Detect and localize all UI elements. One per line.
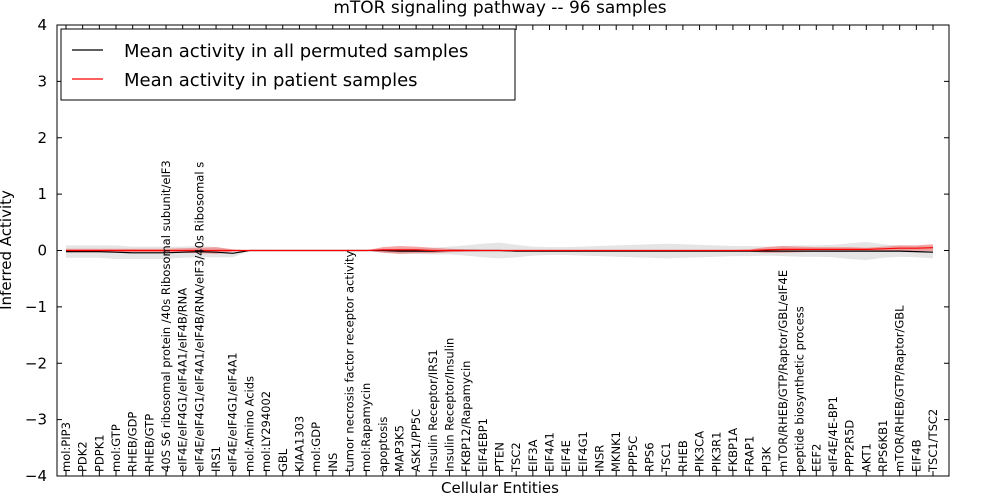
series-lines [66, 247, 934, 254]
x-tick-label: EIF4EBP1 [476, 418, 490, 472]
y-tick-label: −4 [25, 467, 47, 485]
x-tick-label: eIF4E/eIF4G1/eIF4A1/eIF4B/RNA/eIF3/40s R… [192, 162, 206, 472]
x-tick-label: INSR [593, 445, 607, 472]
y-tick-label: −2 [25, 354, 47, 372]
y-axis-title: Inferred Activity [0, 190, 15, 310]
x-tick-label: EIF3A [526, 439, 540, 472]
x-tick-label: PIK3R1 [709, 432, 723, 473]
x-tick-label: PDPK1 [92, 434, 106, 472]
x-tick-label: PPP2R5D [843, 420, 857, 472]
x-tick-label: FKBP12/Rapamycin [459, 361, 473, 472]
x-tick-label: TSC1/TSC2 [926, 409, 940, 473]
x-tick-label: EIF4A1 [543, 432, 557, 472]
x-tick-label: PDK2 [76, 441, 90, 472]
y-tick-label: 4 [37, 16, 47, 34]
y-tick-label: −3 [25, 411, 47, 429]
x-tick-label: KIAA1303 [292, 416, 306, 472]
x-tick-label: mTOR/RHEB/GTP/Raptor/GBL/eIF4E [776, 270, 790, 472]
legend-label-patient: Mean activity in patient samples [124, 70, 418, 91]
line-series-1 [66, 247, 934, 252]
x-tick-label: eIF4E/eIF4G1/eIF4A1/eIF4B/RNA [176, 288, 190, 472]
x-tick-label: IRS1 [209, 446, 223, 472]
x-tick-label: eIF4E/4E-BP1 [826, 396, 840, 472]
x-tick-label: mol:GTP [109, 424, 123, 472]
x-tick-label: GBL [276, 448, 290, 472]
y-tick-label: 1 [37, 185, 47, 203]
legend-box [60, 28, 516, 101]
x-tick-label: AKT1 [859, 443, 873, 472]
y-tick-label: 0 [37, 242, 47, 260]
y-tick-label: 2 [37, 129, 47, 147]
x-tick-label: ASK1/PP5C [409, 409, 423, 472]
y-axis: −4 −3 −2 −1 0 1 2 3 4 [25, 16, 949, 485]
x-tick-label: FKBP1A [726, 428, 740, 472]
x-tick-label: MKNK1 [609, 431, 623, 472]
x-tick-label: RPS6 [643, 442, 657, 472]
x-tick-label: tumor necrosis factor receptor activity [342, 250, 356, 472]
x-tick-label: EEF2 [809, 444, 823, 472]
x-tick-label: Insulin Receptor/IRS1 [426, 349, 440, 472]
x-axis-title: Cellular Entities [441, 479, 559, 497]
plot-frame [56, 24, 950, 477]
x-tick-label: mol:Amino Acids [242, 376, 256, 472]
x-tick-label: Insulin Receptor/Insulin [443, 338, 457, 472]
legend: Mean activity in all permuted samples Me… [60, 28, 516, 101]
band-series-1 [66, 244, 933, 254]
chart-title: mTOR signaling pathway -- 96 samples [333, 0, 666, 18]
x-tick-label: RHEB/GDP [126, 412, 140, 472]
x-tick-label: TSC2 [509, 442, 523, 473]
x-tick-label: EIF4E [559, 440, 573, 472]
x-tick-label: mol:LY294002 [259, 391, 273, 472]
x-tick-label: PI3K [759, 446, 773, 472]
x-tick-label: INS [326, 453, 340, 472]
x-tick-label: RPS6KB1 [876, 420, 890, 472]
x-tick-label: peptide biosynthetic process [793, 306, 807, 472]
x-tick-label: eIF4E/eIF4G1/eIF4A1 [226, 352, 240, 472]
x-tick-label: RHEB/GTP [142, 414, 156, 472]
y-tick-label: 3 [37, 72, 47, 90]
x-tick-label: apoptosis [376, 417, 390, 472]
x-tick-label: RHEB [676, 440, 690, 472]
x-axis: mol:PIP3 PDK2 PDPK1 mol:GTP RHEB/GDP RHEB/GTP… [59, 25, 940, 476]
x-tick-label: 40S S6 ribosomal protein /40s Ribosomal … [159, 160, 173, 472]
x-tick-label: PPP5C [626, 436, 640, 472]
x-tick-label: PTEN [493, 442, 507, 472]
x-tick-label: mol:PIP3 [59, 422, 73, 472]
x-tick-label: FRAP1 [743, 436, 757, 472]
y-tick-label: −1 [25, 298, 47, 316]
legend-label-permuted: Mean activity in all permuted samples [124, 41, 468, 62]
x-tick-label: mol:Rapamycin [359, 383, 373, 472]
x-tick-label: mol:GDP [309, 422, 323, 472]
x-tick-label: EIF4G1 [576, 431, 590, 472]
x-tick-label: mTOR/RHEB/GTP/Raptor/GBL [893, 305, 907, 472]
x-tick-label: PIK3CA [693, 431, 707, 472]
x-tick-label: MAP3K5 [393, 425, 407, 472]
x-tick-label: TSC1 [659, 442, 673, 473]
x-tick-label: EIF4B [909, 439, 923, 472]
